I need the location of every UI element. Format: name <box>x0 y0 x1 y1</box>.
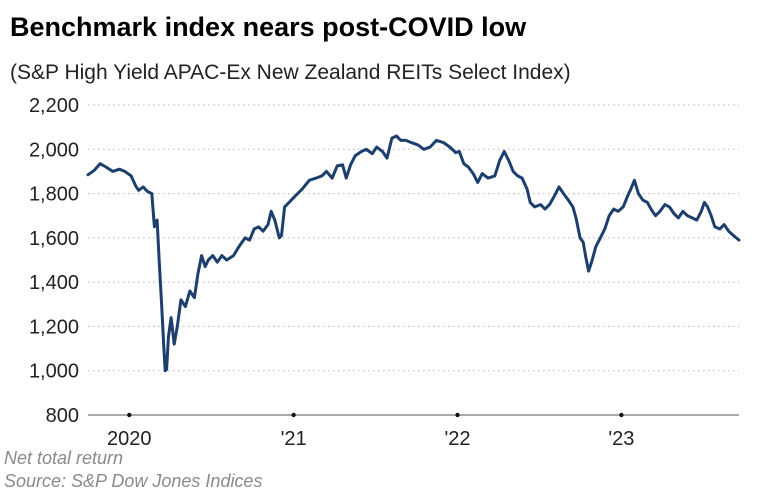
y-tick-label: 2,200 <box>29 95 79 117</box>
x-tick-label: '23 <box>608 428 634 450</box>
chart-subtitle: (S&P High Yield APAC-Ex New Zealand REIT… <box>10 61 571 84</box>
y-tick-label: 800 <box>46 405 79 427</box>
y-tick-label: 1,400 <box>29 272 79 294</box>
gridlines <box>88 104 739 372</box>
x-tick-mark <box>291 412 296 418</box>
x-tick-mark <box>619 412 624 418</box>
x-tick-mark <box>455 412 460 418</box>
footnote-net-total-return: Net total return <box>4 448 124 468</box>
index-series-line <box>86 134 741 373</box>
x-tick-label: '22 <box>444 428 470 450</box>
y-tick-label: 1,800 <box>29 184 79 206</box>
source-note: Source: S&P Dow Jones Indices <box>4 471 263 491</box>
chart-title: Benchmark index nears post-COVID low <box>10 12 527 42</box>
y-axis-tick-labels: 800 1,000 1,200 1,400 1,600 1,800 2,000 2,200 <box>29 95 79 427</box>
y-tick-label: 1,600 <box>29 228 79 250</box>
y-tick-label: 1,200 <box>29 316 79 338</box>
x-axis-ticks: 2020 '21 '22 '23 <box>107 412 634 450</box>
x-tick-mark <box>127 412 132 418</box>
y-tick-label: 1,000 <box>29 361 79 383</box>
x-tick-label: 2020 <box>107 428 152 450</box>
x-tick-label: '21 <box>281 428 307 450</box>
y-tick-label: 2,000 <box>29 139 79 161</box>
